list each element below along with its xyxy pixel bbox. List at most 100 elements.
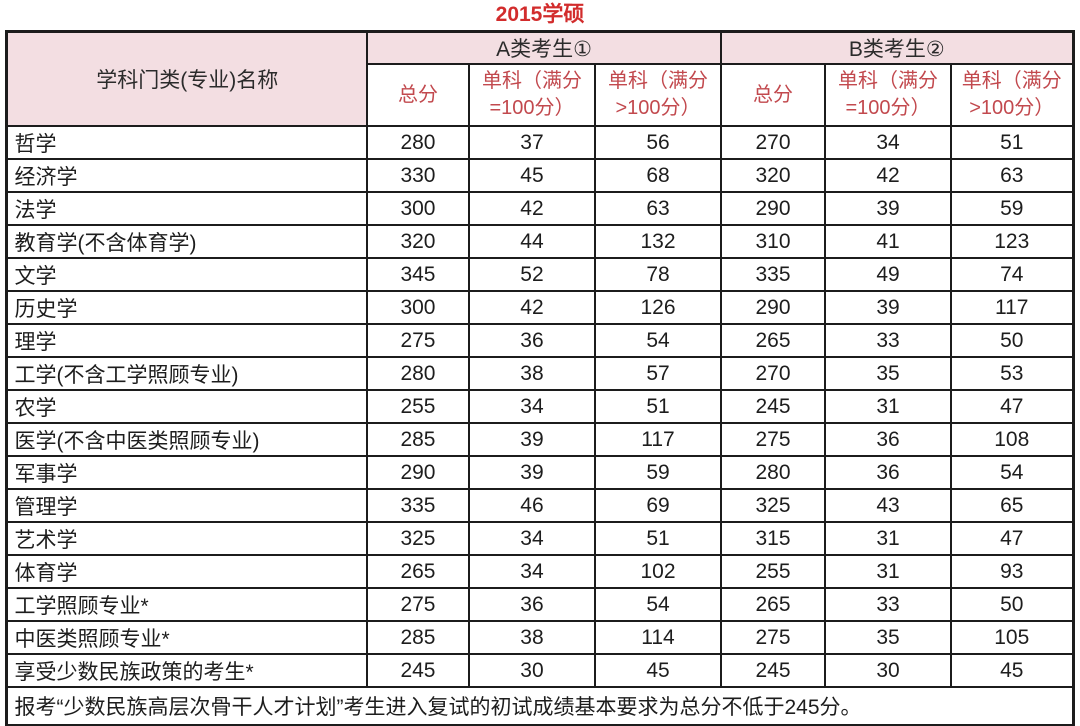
table-row: 享受少数民族政策的考生* 245 30 45 245 30 45 <box>5 653 1074 688</box>
score-a-2: 56 <box>593 125 723 160</box>
score-b-2: 47 <box>950 389 1074 424</box>
table-row: 中医类照顾专业* 285 38 114 275 35 105 <box>5 620 1074 655</box>
score-b-0: 280 <box>720 455 826 490</box>
score-b-2: 65 <box>950 488 1074 523</box>
score-a-1: 34 <box>467 554 596 589</box>
score-a-2: 117 <box>593 422 723 457</box>
table-row: 教育学(不含体育学) 320 44 132 310 41 123 <box>5 224 1074 259</box>
subject-name: 军事学 <box>5 455 368 490</box>
score-a-2: 68 <box>593 158 723 193</box>
sub-header-b-1: 单科（满分=100分） <box>824 63 952 127</box>
score-b-1: 31 <box>824 389 952 424</box>
table-row: 理学 275 36 54 265 33 50 <box>5 323 1074 358</box>
table-row: 体育学 265 34 102 255 31 93 <box>5 554 1074 589</box>
table-row: 经济学 330 45 68 320 42 63 <box>5 158 1074 193</box>
score-a-0: 275 <box>365 323 470 358</box>
subject-name: 法学 <box>5 191 368 226</box>
footnote-text: 报考“少数民族高层次骨干人才计划”考生进入复试的初试成绩基本要求为总分不低于24… <box>5 686 1075 726</box>
score-b-2: 93 <box>950 554 1074 589</box>
table-row: 哲学 280 37 56 270 34 51 <box>5 125 1074 160</box>
score-b-0: 245 <box>720 653 826 688</box>
table-row: 工学(不含工学照顾专业) 280 38 57 270 35 53 <box>5 356 1074 391</box>
score-b-1: 33 <box>824 587 952 622</box>
score-a-2: 78 <box>593 257 723 292</box>
score-b-0: 325 <box>720 488 826 523</box>
sub-header-a-0: 总分 <box>365 63 470 127</box>
subject-name: 中医类照顾专业* <box>5 620 368 655</box>
subject-name: 医学(不含中医类照顾专业) <box>5 422 368 457</box>
score-a-0: 330 <box>365 158 470 193</box>
score-b-1: 36 <box>824 422 952 457</box>
score-a-0: 320 <box>365 224 470 259</box>
score-b-2: 123 <box>950 224 1074 259</box>
score-b-0: 275 <box>720 620 826 655</box>
score-a-1: 52 <box>467 257 596 292</box>
score-b-1: 41 <box>824 224 952 259</box>
table-row: 农学 255 34 51 245 31 47 <box>5 389 1074 424</box>
score-b-0: 270 <box>720 356 826 391</box>
score-a-0: 335 <box>365 488 470 523</box>
score-a-2: 51 <box>593 389 723 424</box>
score-b-2: 54 <box>950 455 1074 490</box>
score-a-0: 255 <box>365 389 470 424</box>
score-b-0: 315 <box>720 521 826 556</box>
group-header-row: 学科门类(专业)名称 A类考生① B类考生② <box>5 30 1074 127</box>
score-b-2: 74 <box>950 257 1074 292</box>
score-b-2: 108 <box>950 422 1074 457</box>
score-a-1: 39 <box>467 455 596 490</box>
score-a-1: 38 <box>467 356 596 391</box>
score-b-2: 47 <box>950 521 1074 556</box>
score-b-0: 335 <box>720 257 826 292</box>
score-b-1: 43 <box>824 488 952 523</box>
score-a-2: 132 <box>593 224 723 259</box>
score-b-1: 30 <box>824 653 952 688</box>
score-a-0: 280 <box>365 125 470 160</box>
score-b-0: 290 <box>720 290 826 325</box>
subject-name: 艺术学 <box>5 521 368 556</box>
score-b-1: 31 <box>824 521 952 556</box>
subject-name: 享受少数民族政策的考生* <box>5 653 368 688</box>
score-b-1: 49 <box>824 257 952 292</box>
score-a-2: 63 <box>593 191 723 226</box>
subject-name: 管理学 <box>5 488 368 523</box>
score-a-2: 45 <box>593 653 723 688</box>
column-header-subject: 学科门类(专业)名称 <box>5 30 368 127</box>
score-a-1: 42 <box>467 191 596 226</box>
score-a-0: 265 <box>365 554 470 589</box>
score-b-0: 310 <box>720 224 826 259</box>
score-a-1: 30 <box>467 653 596 688</box>
group-header-b: B类考生② <box>720 30 1074 65</box>
score-b-0: 255 <box>720 554 826 589</box>
score-b-1: 35 <box>824 620 952 655</box>
page-title: 2015学硕 <box>495 3 585 26</box>
table-row: 历史学 300 42 126 290 39 117 <box>5 290 1074 325</box>
score-a-0: 245 <box>365 653 470 688</box>
score-a-1: 36 <box>467 323 596 358</box>
subject-name: 经济学 <box>5 158 368 193</box>
score-b-1: 36 <box>824 455 952 490</box>
score-b-1: 35 <box>824 356 952 391</box>
table-row: 医学(不含中医类照顾专业) 285 39 117 275 36 108 <box>5 422 1074 457</box>
score-table: 学科门类(专业)名称 A类考生① B类考生② 总分 单科（满分=100分） 单科（满… <box>5 30 1075 726</box>
subject-name: 体育学 <box>5 554 368 589</box>
table-row: 军事学 290 39 59 280 36 54 <box>5 455 1074 490</box>
score-a-1: 46 <box>467 488 596 523</box>
score-b-2: 51 <box>950 125 1074 160</box>
score-a-2: 102 <box>593 554 723 589</box>
score-b-0: 270 <box>720 125 826 160</box>
score-b-0: 320 <box>720 158 826 193</box>
score-a-1: 34 <box>467 389 596 424</box>
score-a-0: 300 <box>365 191 470 226</box>
score-a-1: 36 <box>467 587 596 622</box>
score-b-0: 275 <box>720 422 826 457</box>
score-a-0: 280 <box>365 356 470 391</box>
score-a-2: 57 <box>593 356 723 391</box>
score-a-1: 39 <box>467 422 596 457</box>
table-row: 艺术学 325 34 51 315 31 47 <box>5 521 1074 556</box>
score-a-2: 69 <box>593 488 723 523</box>
score-b-1: 39 <box>824 191 952 226</box>
score-b-1: 33 <box>824 323 952 358</box>
subject-name: 农学 <box>5 389 368 424</box>
sub-header-row: 总分 单科（满分=100分） 单科（满分>100分） 总分 单科（满分=100分） 单科（… <box>7 63 1074 127</box>
